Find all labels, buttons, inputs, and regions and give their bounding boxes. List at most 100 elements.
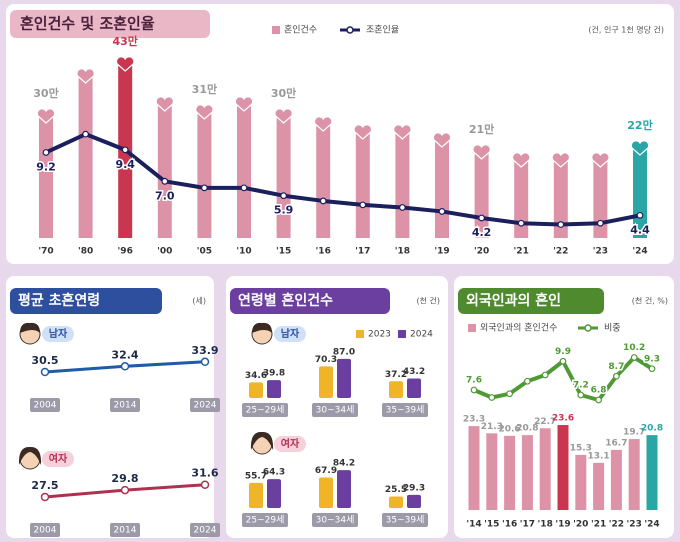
value-label: 25.5 xyxy=(385,485,407,495)
x-tick-label: 2024 xyxy=(194,526,217,536)
bar xyxy=(39,118,53,238)
bar xyxy=(78,78,93,238)
bar xyxy=(486,433,498,510)
x-tick-label: '22 xyxy=(609,520,624,530)
x-tick-label: '00 xyxy=(157,247,172,257)
x-tick-label: '80 xyxy=(78,247,93,257)
bar xyxy=(435,142,449,238)
x-tick-label: 2014 xyxy=(114,526,137,536)
value-label: 6.8 xyxy=(591,386,607,396)
title-tab xyxy=(230,288,390,314)
bar xyxy=(319,477,333,508)
value-label: 43만 xyxy=(112,34,137,48)
bar xyxy=(389,381,403,398)
rate-marker xyxy=(359,201,367,209)
heart xyxy=(195,104,214,120)
title-tab xyxy=(10,288,162,314)
x-tick-label: '16 xyxy=(316,247,331,257)
series-label: 남자 xyxy=(49,327,68,340)
series-label: 여자 xyxy=(49,452,68,465)
value-label: 43.2 xyxy=(403,367,425,377)
value-label: 22만 xyxy=(627,118,652,132)
x-tick-label: '19 xyxy=(555,520,570,530)
value-label: 4.4 xyxy=(630,223,650,236)
value-label: 30.5 xyxy=(31,354,58,367)
bar xyxy=(337,470,351,508)
value-label: 32.4 xyxy=(111,348,138,361)
value-label: 30만 xyxy=(271,86,296,100)
heart xyxy=(313,116,333,132)
value-label: 7.2 xyxy=(573,381,589,391)
value-label: 23.6 xyxy=(552,414,574,424)
rate-marker xyxy=(399,204,406,211)
x-tick-label: '10 xyxy=(236,247,251,257)
rate-marker xyxy=(630,354,638,361)
value-label: 64.3 xyxy=(263,468,285,478)
chart-title: 외국인과의 혼인 xyxy=(466,292,561,309)
value-label: 70.3 xyxy=(315,355,337,365)
rate-marker xyxy=(200,184,208,192)
value-label: 31만 xyxy=(192,82,217,96)
value-label: 9.4 xyxy=(115,158,135,171)
rate-marker xyxy=(161,177,169,185)
bar xyxy=(468,426,480,510)
value-label: 13.1 xyxy=(587,451,609,461)
age-marker xyxy=(40,492,50,502)
x-tick-label: '15 xyxy=(276,247,291,257)
value-label: 33.9 xyxy=(191,344,218,357)
rate-marker xyxy=(559,357,567,365)
x-tick-label: 30~34세 xyxy=(316,405,355,416)
bar xyxy=(539,428,551,510)
legend-label: 외국인과의 혼인건수 xyxy=(480,322,557,334)
category-tag xyxy=(110,398,140,412)
legend-label: 2024 xyxy=(410,330,433,340)
x-tick-label: '21 xyxy=(514,247,529,257)
bar xyxy=(337,358,351,398)
rate-marker xyxy=(648,365,656,373)
heart xyxy=(591,152,610,168)
chart-title: 혼인건수 및 조혼인율 xyxy=(20,15,155,33)
bar xyxy=(267,479,281,508)
rate-marker xyxy=(595,396,602,404)
unit: (세) xyxy=(192,297,206,306)
x-tick-label: 2024 xyxy=(194,401,217,411)
unit: (건, 인구 1천 명당 건) xyxy=(588,25,664,35)
bar xyxy=(389,496,403,508)
value-label: 8.7 xyxy=(608,362,624,372)
value-label: 20.8 xyxy=(641,424,663,434)
legend-swatch xyxy=(398,330,406,338)
age-marker xyxy=(40,367,50,377)
bar xyxy=(575,454,587,510)
chart-title: 평균 초혼연령 xyxy=(18,292,100,309)
category-tag xyxy=(312,403,358,417)
bar xyxy=(407,494,421,508)
bar xyxy=(237,106,251,238)
rate-marker xyxy=(240,184,248,192)
heart xyxy=(115,56,135,72)
rate-marker xyxy=(506,390,514,398)
rate-marker xyxy=(517,219,525,227)
x-tick-label: '24 xyxy=(644,520,659,530)
value-label: 9.2 xyxy=(36,160,56,173)
hair-icon xyxy=(252,322,272,333)
bar xyxy=(276,118,291,238)
rate-marker xyxy=(577,391,585,399)
rate-marker xyxy=(470,386,478,394)
value-label: 29.3 xyxy=(403,483,425,493)
value-label: 7.0 xyxy=(155,189,175,202)
value-label: 21.3 xyxy=(481,422,503,432)
age-marker xyxy=(200,480,210,489)
x-tick-label: '24 xyxy=(632,247,647,257)
legend-marker xyxy=(346,26,354,34)
bar xyxy=(249,482,263,508)
x-tick-label: '19 xyxy=(434,247,449,257)
bar xyxy=(319,366,333,398)
bar xyxy=(197,114,212,238)
rate-marker xyxy=(636,211,644,219)
x-tick-label: 2014 xyxy=(114,401,137,411)
bar xyxy=(557,425,569,510)
bar xyxy=(521,435,533,510)
category-tag xyxy=(190,523,220,537)
badge xyxy=(42,451,74,467)
legend-swatch xyxy=(356,330,364,338)
